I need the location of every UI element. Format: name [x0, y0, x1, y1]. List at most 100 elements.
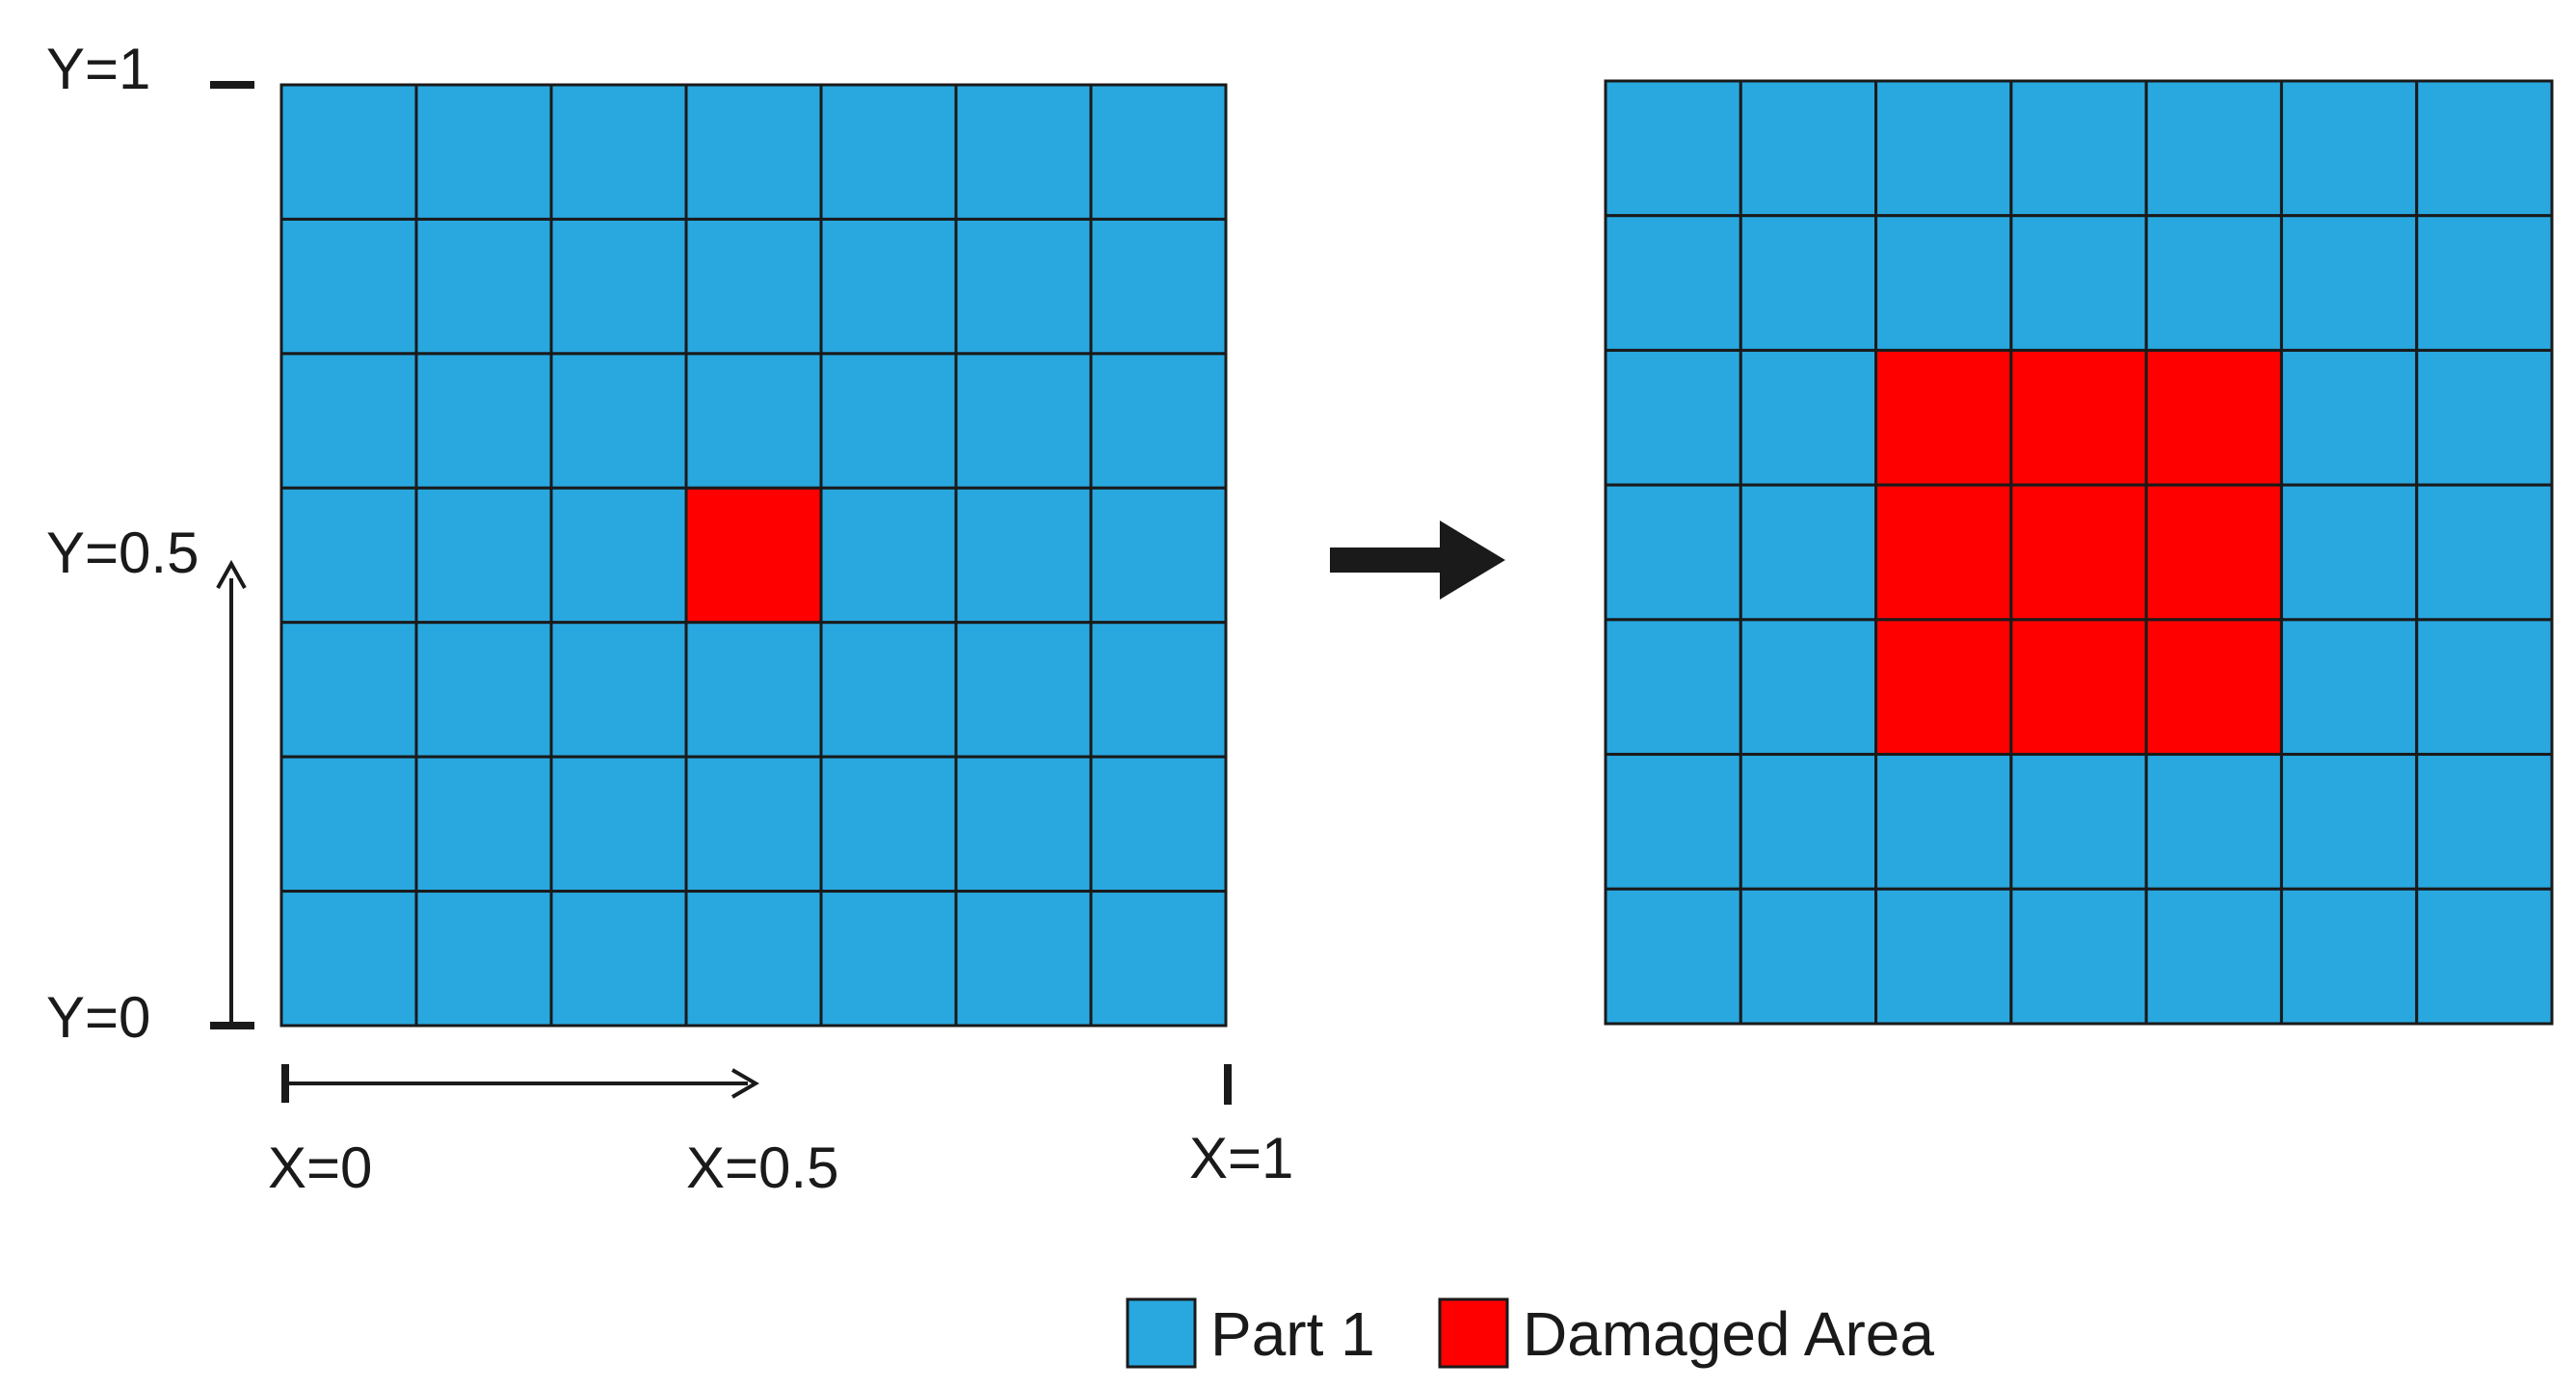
damaged-cell — [2144, 483, 2283, 622]
part-cell — [2415, 79, 2554, 218]
x-right-label: X=1 — [1189, 1126, 1293, 1190]
part-cell — [819, 755, 958, 894]
part-cell — [1739, 483, 1878, 622]
part-cell — [549, 217, 688, 356]
part-cell — [2415, 887, 2554, 1026]
part-cell — [819, 621, 958, 759]
damaged-cell — [2009, 618, 2148, 757]
part-cell — [2144, 887, 2283, 1026]
part-cell — [1089, 621, 1228, 759]
damaged-cell — [2009, 483, 2148, 622]
part-cell — [1874, 753, 2013, 891]
part-cell — [684, 890, 823, 1028]
part-cell — [279, 352, 418, 490]
part-cell — [684, 621, 823, 759]
damaged-cell — [2144, 618, 2283, 757]
x-axis-arrowhead-icon — [730, 1068, 759, 1099]
legend-part-label: Part 1 — [1210, 1299, 1375, 1369]
part-cell — [414, 352, 553, 490]
part-cell — [1089, 890, 1228, 1028]
part-cell — [1739, 214, 1878, 352]
part-cell — [414, 83, 553, 221]
part-cell — [2279, 214, 2419, 352]
part-cell — [279, 621, 418, 759]
part-cell — [2009, 214, 2148, 352]
legend-damaged-label: Damaged Area — [1523, 1299, 1934, 1369]
part-cell — [1874, 214, 2013, 352]
part-cell — [1874, 887, 2013, 1026]
left-grid — [279, 83, 1228, 1028]
part-cell — [954, 621, 1093, 759]
part-cell — [819, 352, 958, 490]
x-left-label: X=0 — [268, 1135, 372, 1200]
part-cell — [279, 890, 418, 1028]
part-cell — [414, 755, 553, 894]
right-arrow-icon — [1330, 521, 1505, 600]
part-cell — [279, 217, 418, 356]
part-cell — [2279, 348, 2419, 487]
part-cell — [549, 890, 688, 1028]
legend-damaged-swatch — [1438, 1297, 1509, 1369]
part-cell — [2279, 753, 2419, 891]
legend-part-swatch — [1126, 1297, 1197, 1369]
damaged-cell — [2009, 348, 2148, 487]
part-cell — [1604, 753, 1742, 891]
part-cell — [819, 217, 958, 356]
part-cell — [954, 890, 1093, 1028]
part-cell — [2415, 618, 2554, 757]
part-cell — [2415, 483, 2554, 622]
part-cell — [1604, 79, 1742, 218]
part-cell — [1089, 217, 1228, 356]
part-cell — [1739, 753, 1878, 891]
part-cell — [549, 621, 688, 759]
x-mid-label: X=0.5 — [686, 1135, 838, 1200]
part-cell — [2009, 79, 2148, 218]
part-cell — [549, 755, 688, 894]
part-cell — [2144, 79, 2283, 218]
part-cell — [279, 755, 418, 894]
part-cell — [819, 83, 958, 221]
damaged-cell — [1874, 348, 2013, 487]
part-cell — [279, 486, 418, 625]
part-cell — [549, 352, 688, 490]
part-cell — [2415, 348, 2554, 487]
y-bottom-label: Y=0 — [46, 985, 150, 1050]
x-axis — [281, 1064, 1232, 1105]
part-cell — [414, 217, 553, 356]
y-axis-arrowhead-icon — [216, 559, 247, 589]
part-cell — [954, 83, 1093, 221]
part-cell — [414, 621, 553, 759]
damaged-cell — [2144, 348, 2283, 487]
part-cell — [1089, 486, 1228, 625]
part-cell — [1089, 352, 1228, 490]
part-cell — [2279, 483, 2419, 622]
part-cell — [684, 755, 823, 894]
part-cell — [549, 486, 688, 625]
part-cell — [1874, 79, 2013, 218]
part-cell — [1604, 483, 1742, 622]
part-cell — [954, 755, 1093, 894]
damaged-cell — [1874, 618, 2013, 757]
part-cell — [1739, 887, 1878, 1026]
part-cell — [414, 486, 553, 625]
part-cell — [2009, 887, 2148, 1026]
part-cell — [1089, 755, 1228, 894]
part-cell — [1604, 618, 1742, 757]
part-cell — [2415, 214, 2554, 352]
part-cell — [1739, 79, 1878, 218]
y-mid-label: Y=0.5 — [46, 521, 199, 585]
y-axis — [210, 81, 254, 1029]
part-cell — [549, 83, 688, 221]
part-cell — [279, 83, 418, 221]
legend: Part 1 Damaged Area — [1126, 1297, 1934, 1369]
damaged-cell — [1874, 483, 2013, 622]
part-cell — [2144, 214, 2283, 352]
part-cell — [2279, 79, 2419, 218]
part-cell — [1604, 214, 1742, 352]
part-cell — [954, 352, 1093, 490]
part-cell — [2279, 618, 2419, 757]
part-cell — [2009, 753, 2148, 891]
part-cell — [1604, 348, 1742, 487]
part-cell — [2279, 887, 2419, 1026]
